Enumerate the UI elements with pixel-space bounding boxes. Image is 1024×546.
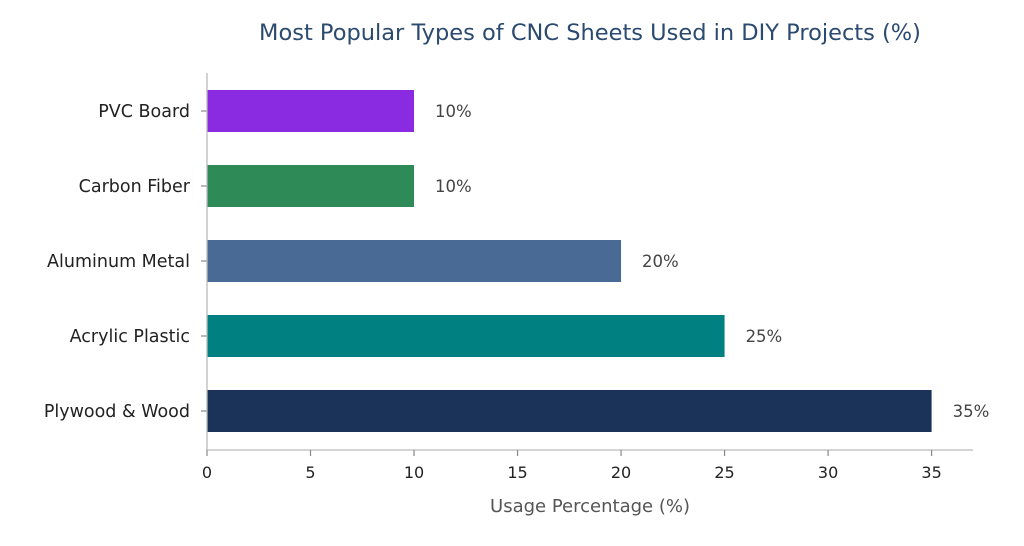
category-label-0: PVC Board [98, 102, 190, 122]
data-label-3: 25% [746, 327, 783, 346]
x-tick-label-6: 30 [818, 463, 838, 482]
axes-layer: PVC Board 10% Carbon Fiber 10% Aluminum Meta… [44, 73, 989, 482]
category-label-3: Acrylic Plastic [70, 327, 190, 347]
x-tick-label-2: 10 [404, 463, 424, 482]
x-tick-label-7: 35 [921, 463, 941, 482]
x-tick-label-4: 20 [611, 463, 631, 482]
data-label-1: 10% [435, 177, 472, 196]
data-label-2: 20% [642, 252, 679, 271]
x-tick-label-1: 5 [305, 463, 315, 482]
x-axis-title: Usage Percentage (%) [490, 496, 690, 517]
bar-0 [207, 90, 415, 132]
data-label-4: 35% [953, 402, 990, 421]
category-label-1: Carbon Fiber [79, 177, 191, 197]
x-tick-label-0: 0 [202, 463, 212, 482]
bar-2 [207, 240, 622, 282]
category-label-2: Aluminum Metal [47, 252, 190, 272]
bar-3 [207, 315, 725, 357]
x-tick-label-3: 15 [507, 463, 527, 482]
chart-title: Most Popular Types of CNC Sheets Used in… [259, 20, 921, 46]
bar-1 [207, 165, 415, 207]
category-label-4: Plywood & Wood [44, 402, 190, 422]
x-tick-label-5: 25 [714, 463, 734, 482]
data-label-0: 10% [435, 102, 472, 121]
bars-layer [207, 90, 932, 432]
bar-4 [207, 390, 932, 432]
